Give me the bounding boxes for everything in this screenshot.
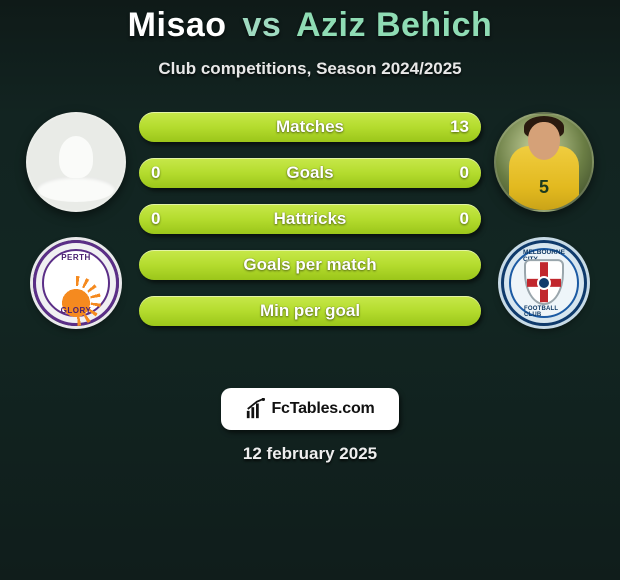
right-column: 5 MELBOURNE CITY FOOTBALL CLUB [489, 112, 599, 326]
stat-row: Goals per match [139, 250, 481, 280]
stat-label: Goals per match [243, 255, 376, 275]
page-title: Misao vs Aziz Behich [0, 0, 620, 45]
stats-panel: Matches 13 0 Goals 0 0 Hattricks 0 Goals per mat… [139, 112, 481, 326]
stat-row: Min per goal [139, 296, 481, 326]
stat-right-value: 0 [460, 158, 469, 188]
head-icon [528, 122, 560, 160]
badge-left-top-text: PERTH [61, 253, 91, 262]
date-text: 12 february 2025 [243, 444, 377, 464]
stat-row: Matches 13 [139, 112, 481, 142]
jersey-number: 5 [539, 177, 549, 198]
stat-left-value: 0 [151, 204, 160, 234]
title-vs: vs [242, 6, 281, 44]
stat-row: 0 Hattricks 0 [139, 204, 481, 234]
player2-photo: 5 [494, 112, 594, 212]
player2-club-badge: MELBOURNE CITY FOOTBALL CLUB [501, 240, 587, 326]
stat-row: 0 Goals 0 [139, 158, 481, 188]
badge-right-bottom-text: FOOTBALL CLUB [524, 306, 564, 318]
player1-photo [26, 112, 126, 212]
stat-label: Hattricks [274, 209, 347, 229]
stat-right-value: 0 [460, 204, 469, 234]
subtitle: Club competitions, Season 2024/2025 [0, 59, 620, 79]
brand-pill: FcTables.com [221, 388, 399, 430]
player1-club-badge: PERTH GLORY [33, 240, 119, 326]
main-columns: PERTH GLORY Matches 13 0 Goals 0 0 Hattricks 0 G… [0, 112, 620, 326]
brand-text: FcTables.com [271, 400, 374, 418]
brand-logo-icon [245, 398, 267, 420]
left-column: PERTH GLORY [21, 112, 131, 326]
stat-label: Matches [276, 117, 344, 137]
sun-icon [56, 281, 96, 321]
badge-left-bottom-text: GLORY [61, 306, 92, 315]
title-player1: Misao [128, 6, 227, 44]
stat-right-value: 13 [450, 112, 469, 142]
stat-label: Goals [286, 163, 333, 183]
ball-icon [537, 276, 551, 290]
stat-label: Min per goal [260, 301, 360, 321]
silhouette-icon [37, 176, 115, 202]
title-player2: Aziz Behich [296, 6, 492, 44]
stat-left-value: 0 [151, 158, 160, 188]
